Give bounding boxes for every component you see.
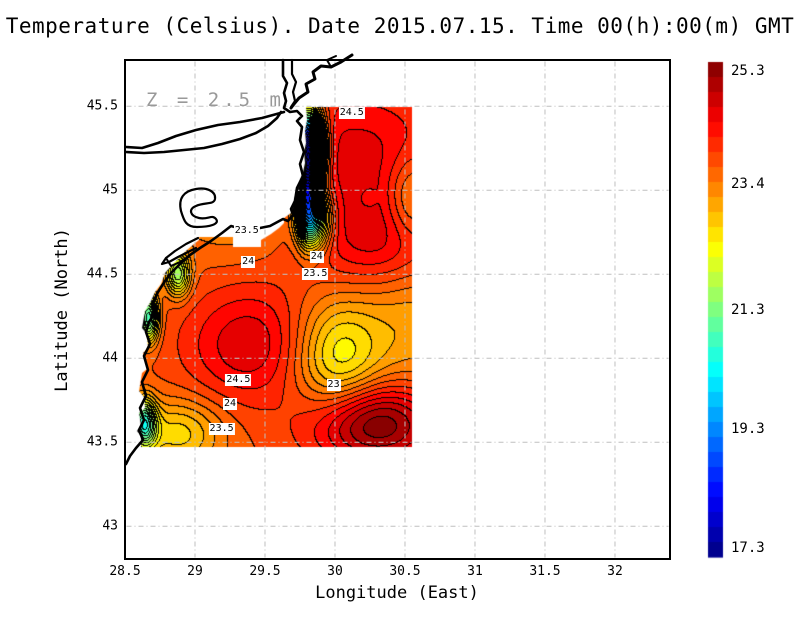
contour-label: 24.5 <box>225 374 252 387</box>
coastline <box>160 236 200 266</box>
y-tick-label: 43.5 <box>86 434 118 450</box>
contour-label: 23.5 <box>233 224 260 237</box>
contour-label: 24 <box>309 251 324 264</box>
y-tick-label: 44.5 <box>86 266 118 282</box>
colorbar-tick-label: 17.3 <box>731 540 765 557</box>
depth-annotation: Z = 2.5 m <box>146 89 285 111</box>
y-axis-label: Latitude (North) <box>52 228 72 392</box>
plot-frame <box>124 59 671 560</box>
y-tick-label: 43 <box>102 518 118 534</box>
x-axis-label: Longitude (East) <box>315 583 479 603</box>
coastline <box>289 58 298 109</box>
x-tick-label: 30 <box>327 564 343 579</box>
coastline <box>124 110 286 150</box>
x-tick-label: 30.5 <box>389 564 421 579</box>
contour-label: 24 <box>222 397 238 410</box>
x-tick-label: 31 <box>467 564 483 579</box>
colorbar-tick-label: 19.3 <box>731 420 765 437</box>
contour-label: 23.5 <box>208 422 235 435</box>
coastline <box>289 53 354 110</box>
x-tick-label: 32 <box>607 564 623 579</box>
y-tick-label: 44 <box>102 350 118 366</box>
colorbar-tick-label: 21.3 <box>731 301 765 318</box>
chart-title: Temperature (Celsius). Date 2015.07.15. … <box>5 14 795 38</box>
coastline <box>165 256 189 267</box>
y-tick-label: 45 <box>102 182 118 198</box>
contour-label: 23.5 <box>302 268 329 281</box>
x-tick-label: 29.5 <box>249 564 281 579</box>
contour-label: 24 <box>241 256 256 269</box>
y-tick-label: 45.5 <box>86 98 118 114</box>
coastline <box>124 110 283 155</box>
contour-label: 23 <box>326 379 341 392</box>
x-tick-label: 28.5 <box>109 564 141 579</box>
x-tick-label: 29 <box>187 564 203 579</box>
x-tick-label: 31.5 <box>529 564 561 579</box>
coastline <box>124 58 306 466</box>
colorbar-tick-label: 23.4 <box>731 176 765 193</box>
coastline <box>179 187 218 229</box>
colorbar-tick-label: 25.3 <box>731 62 765 79</box>
contour-label: 24.5 <box>338 106 365 119</box>
